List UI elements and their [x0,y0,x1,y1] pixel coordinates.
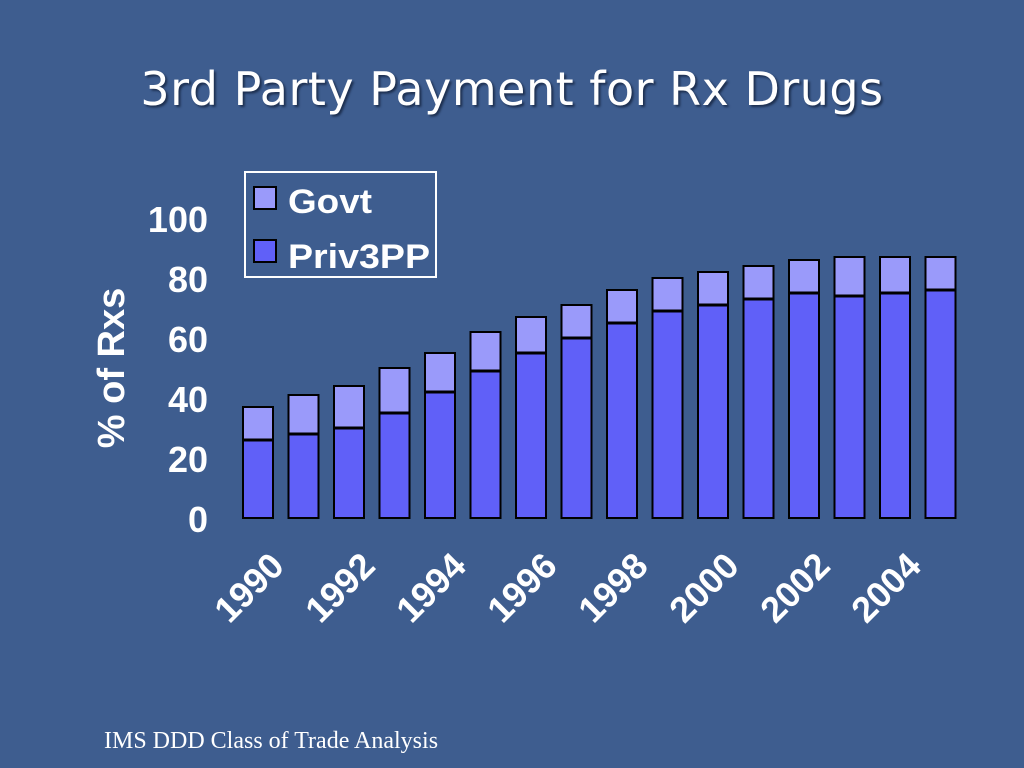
x-tick-label: 1992 [297,545,383,631]
bar-govt [242,406,274,441]
y-tick-label: 80 [168,259,208,300]
x-tick-label: 1998 [570,545,656,631]
slide-title: 3rd Party Payment for Rx Drugs [140,62,884,116]
x-tick-label: 2002 [752,545,838,631]
y-tick-label: 60 [168,319,208,360]
bar-priv3pp [242,439,274,519]
x-tick-label: 1996 [479,545,565,631]
bar-govt [697,271,729,306]
bar-govt [788,259,820,294]
bar-priv3pp [606,322,638,519]
x-tick-label: 1990 [206,545,292,631]
bar-priv3pp [742,298,775,519]
bar-govt [560,304,593,339]
bar-priv3pp [879,292,911,519]
bar-priv3pp [333,427,365,519]
bar-priv3pp [788,292,820,519]
y-tick-label: 40 [168,379,208,420]
bar-priv3pp [560,337,593,519]
bar-priv3pp [424,391,456,519]
legend-swatch-priv3pp [253,239,277,263]
bar-govt [651,277,684,312]
bar-priv3pp [469,370,502,519]
legend-label-govt: Govt [288,183,372,221]
x-tick-label: 2000 [661,545,747,631]
legend: Govt Priv3PP [244,171,437,278]
x-tick-label: 2004 [843,545,929,631]
y-axis-label: % of Rxs [91,288,133,448]
source-footer: IMS DDD Class of Trade Analysis [104,728,439,754]
bar-govt [424,352,456,393]
bar-govt [378,367,411,414]
bar-govt [287,394,320,435]
y-tick-label: 20 [168,439,208,480]
bar-priv3pp [924,289,957,519]
legend-label-priv3pp: Priv3PP [288,238,430,276]
y-tick-label: 0 [188,499,208,540]
bar-priv3pp [515,352,547,519]
bar-govt [924,256,957,291]
legend-swatch-govt [253,186,277,210]
bar-priv3pp [378,412,411,519]
bar-govt [606,289,638,324]
bar-govt [469,331,502,372]
x-tick-label: 1994 [388,545,474,631]
bar-priv3pp [651,310,684,519]
bar-govt [333,385,365,429]
legend-box [244,171,437,278]
bar-priv3pp [287,433,320,519]
y-tick-label: 100 [148,199,208,240]
bar-priv3pp [697,304,729,519]
bar-govt [833,256,866,297]
bar-govt [879,256,911,294]
bar-govt [515,316,547,354]
bar-govt [742,265,775,300]
bar-priv3pp [833,295,866,519]
